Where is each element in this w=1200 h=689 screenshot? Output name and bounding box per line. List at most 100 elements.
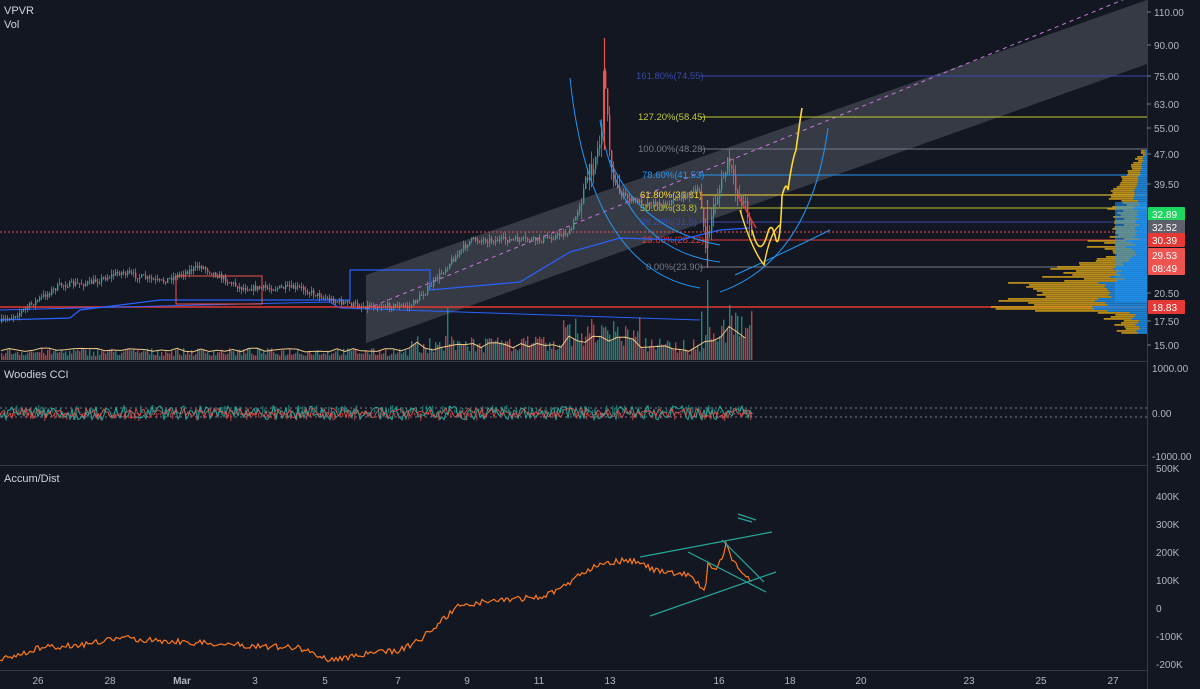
volume-bar: [169, 353, 171, 360]
vpvr-profile[interactable]: [990, 150, 1147, 334]
cci-bar: [422, 405, 424, 413]
volume-bar: [479, 343, 481, 360]
volume-bar: [711, 339, 713, 360]
candle: [223, 274, 225, 283]
volume-bar: [459, 341, 461, 360]
price-tick: 110.00: [1154, 8, 1184, 19]
projection-path[interactable]: [751, 107, 803, 248]
price-badge: 18.83: [1148, 300, 1185, 314]
volume-bar: [511, 351, 513, 360]
volume-bar: [737, 315, 739, 360]
cci-bar: [286, 413, 288, 420]
candle: [437, 274, 439, 283]
volume-bar: [279, 355, 281, 360]
candle: [255, 280, 257, 292]
volume-bar: [313, 354, 315, 360]
volume-bar: [25, 354, 27, 360]
candle: [689, 193, 691, 203]
cci-bar: [670, 407, 672, 413]
candle: [267, 284, 269, 290]
volume-bar: [425, 348, 427, 360]
candle: [467, 244, 469, 252]
vpvr-row: [1034, 304, 1147, 306]
cci-bar: [6, 412, 8, 414]
cci-bar: [122, 409, 124, 413]
candle: [575, 216, 577, 221]
volume-bar: [445, 335, 447, 360]
vpvr-row: [1132, 168, 1147, 170]
price-axis[interactable]: 110.00 90.00 75.00 63.00 55.00 47.00 39.50 20.5…: [1147, 8, 1184, 352]
cci-bar: [528, 406, 530, 413]
volume-bar: [623, 345, 625, 360]
price-tick: 20.50: [1154, 289, 1179, 300]
main-price-pane[interactable]: 161.80%(74.55) 127.20%(58.45) 100.00%(48.2…: [0, 0, 1147, 360]
volume-series[interactable]: [1, 280, 753, 360]
fib-extension[interactable]: 161.80%(74.55) 127.20%(58.45) 100.00%(48.2…: [636, 71, 1147, 273]
candle: [659, 198, 661, 212]
volume-bar: [457, 340, 459, 360]
candle: [473, 236, 475, 240]
cci-bar: [306, 413, 308, 420]
candle: [465, 241, 467, 252]
volume-bar: [473, 339, 475, 360]
candle: [261, 286, 263, 289]
candle: [177, 272, 179, 281]
candle: [393, 303, 395, 311]
candle: [313, 288, 315, 299]
cci-bar: [156, 413, 158, 419]
cci-bar: [568, 409, 570, 413]
cci-bar: [352, 411, 354, 413]
volume-bar: [413, 344, 415, 360]
candle: [349, 300, 351, 304]
cci-title[interactable]: Woodies CCI: [4, 369, 69, 381]
candle: [97, 278, 99, 288]
projection-path-2[interactable]: [739, 209, 781, 267]
volume-bar: [595, 342, 597, 360]
candlestick-series[interactable]: [1, 38, 753, 324]
candle: [497, 236, 499, 242]
volume-bar: [471, 337, 473, 360]
candle: [623, 188, 625, 200]
candle: [329, 294, 331, 303]
volume-bar: [393, 349, 395, 360]
fib-level-label: 61.80%(36.81): [640, 190, 702, 201]
candle: [389, 301, 391, 313]
candle: [741, 194, 743, 215]
volume-bar: [437, 344, 439, 360]
ad-axis[interactable]: 500K 400K 300K 200K 100K 0 -100K -200K: [1156, 464, 1183, 671]
candle: [603, 70, 605, 134]
volume-bar: [51, 353, 53, 360]
ad-triangle-drawing[interactable]: [639, 513, 777, 617]
candle: [565, 228, 567, 237]
volume-bar: [461, 344, 463, 360]
cci-bar: [700, 413, 702, 420]
volume-bar: [27, 352, 29, 360]
candle: [599, 135, 601, 156]
cci-pane[interactable]: Woodies CCI: [0, 369, 1147, 422]
candle: [431, 281, 433, 287]
volume-bar: [645, 338, 647, 360]
candle: [301, 282, 303, 292]
cci-bar: [538, 409, 540, 413]
accum-dist-pane[interactable]: Accum/Dist: [0, 473, 777, 663]
volume-bar: [7, 349, 9, 360]
time-tick: 27: [1107, 676, 1119, 687]
volume-bar: [671, 348, 673, 360]
time-axis[interactable]: 26 28 Mar 3 5 7 9 11 13 16 18 20 23 25 27: [32, 676, 1119, 687]
indicator-label-vpvr[interactable]: VPVR: [4, 5, 34, 17]
ad-title[interactable]: Accum/Dist: [4, 473, 60, 485]
indicator-label-vol[interactable]: Vol: [4, 19, 19, 31]
volume-bar: [407, 355, 409, 360]
candle: [655, 198, 657, 207]
candle: [661, 202, 663, 211]
cci-axis[interactable]: 1000.00 0.00 -1000.00: [1152, 364, 1192, 463]
candle: [531, 236, 533, 243]
candle: [319, 289, 321, 302]
vpvr-row: [1113, 188, 1147, 190]
cci-bar: [418, 413, 420, 417]
fib-level-label: 23.60%(28.22): [642, 235, 704, 246]
volume-bar: [351, 350, 353, 360]
candle: [423, 290, 425, 300]
volume-bar: [591, 318, 593, 360]
